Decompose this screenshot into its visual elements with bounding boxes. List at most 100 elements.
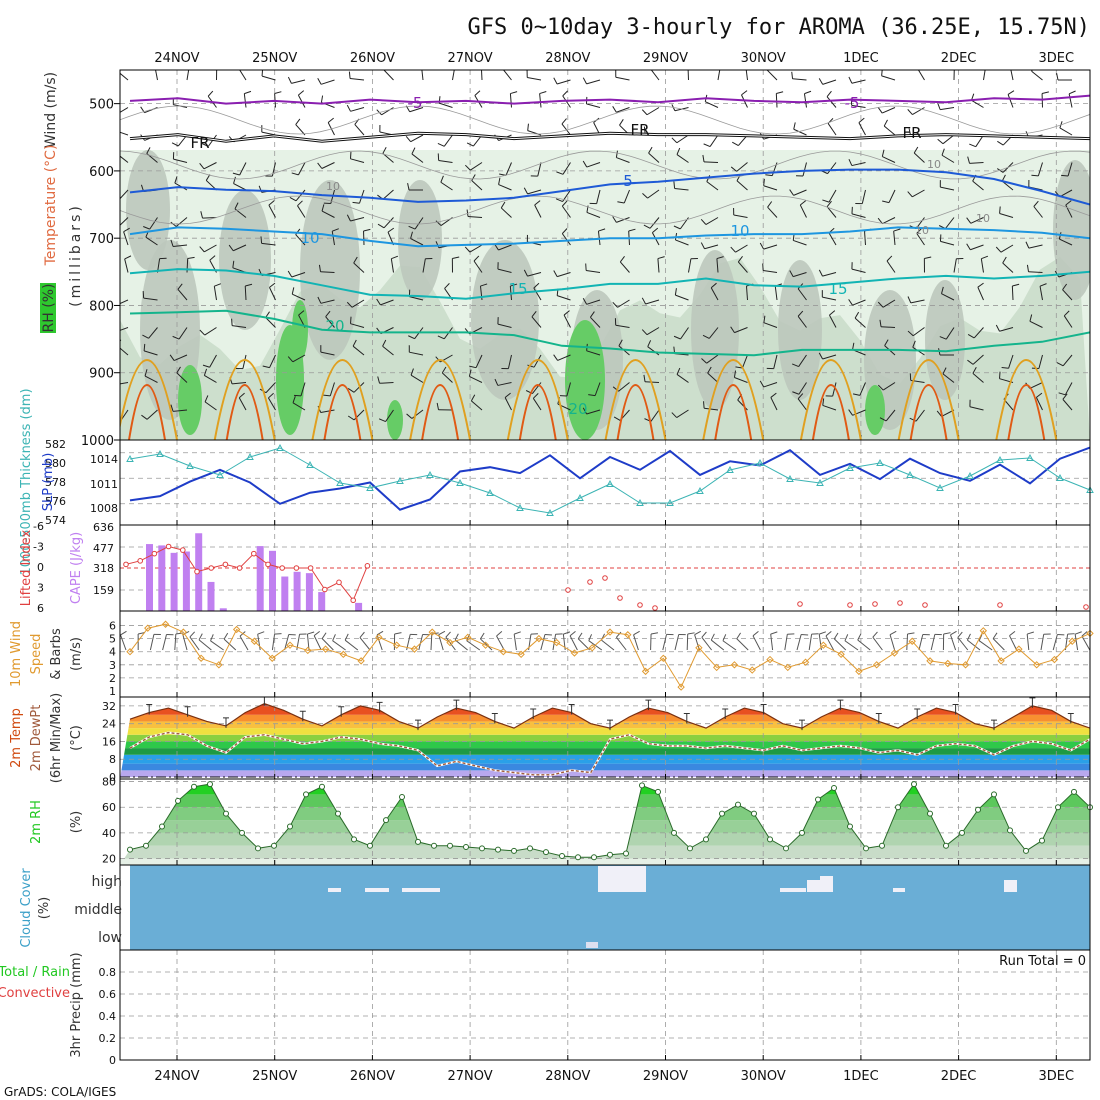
wind-barb	[533, 282, 540, 289]
wind-barb	[532, 398, 542, 411]
wind10-point	[179, 628, 188, 636]
cloud-cell-high	[328, 888, 341, 892]
wind-barb	[803, 93, 807, 108]
wind10-point	[908, 637, 916, 645]
cloud-cell-low	[586, 942, 598, 948]
wind10-barb	[223, 638, 237, 651]
wind10-barb	[513, 634, 517, 651]
wind-barb	[586, 409, 601, 415]
low-contour	[225, 384, 264, 440]
wind-barb	[267, 397, 276, 411]
wind-barb	[641, 329, 648, 336]
wind-barb	[1011, 285, 1014, 301]
wind-barb	[170, 221, 177, 227]
wind-barb	[970, 244, 984, 251]
wind10-point	[979, 627, 988, 635]
wind-barb	[469, 365, 477, 369]
credit-text: GrADS: COLA/IGES	[4, 1085, 116, 1099]
wind-barb	[390, 258, 394, 273]
wind10-barb	[872, 631, 878, 638]
wind10-barb	[930, 634, 936, 651]
wind-barb	[503, 64, 507, 69]
temp-error-bar	[1067, 712, 1074, 724]
low-contour	[714, 384, 753, 440]
wind-barb	[882, 217, 896, 225]
wind-barb	[148, 327, 158, 339]
wind-barb	[804, 90, 812, 95]
wind-barb	[970, 217, 984, 224]
wind-barb	[352, 339, 357, 347]
wind-barb	[380, 299, 394, 306]
wind10-barb	[1009, 630, 1016, 637]
temp-contour-4	[129, 226, 1090, 248]
wind-barb	[586, 270, 601, 273]
wind-barb	[880, 326, 896, 328]
wind-barb	[913, 146, 919, 154]
upper-ytick: 800	[89, 299, 114, 314]
wind10-point	[499, 648, 508, 656]
wind-barb	[582, 297, 588, 305]
li-tick: 0	[37, 561, 44, 574]
wind-barb	[562, 90, 568, 97]
wind-barb	[776, 91, 784, 95]
lifted-point	[180, 547, 186, 553]
wind-barb	[203, 368, 208, 376]
wind-barb	[652, 227, 659, 234]
wind-barb	[123, 227, 130, 233]
wind-barb	[329, 382, 335, 396]
wind-barb	[763, 185, 778, 191]
thickness-point	[336, 478, 344, 486]
slp-tick: 1014	[90, 453, 118, 466]
wind-barb	[792, 78, 807, 81]
wind-barb	[233, 183, 247, 191]
rh-point	[879, 842, 885, 849]
date-label-bottom: 25NOV	[252, 1069, 297, 1084]
thickness-line	[129, 447, 1091, 514]
low-contour	[909, 384, 948, 440]
wind10-barb	[1040, 634, 1045, 651]
wind-barb	[797, 393, 804, 400]
wind-barb	[238, 397, 247, 411]
wind-barb	[673, 335, 681, 340]
wind10-barb	[480, 632, 485, 640]
wind-barb	[421, 64, 428, 66]
wind-barb	[913, 152, 925, 163]
wind10-barb	[1074, 631, 1082, 635]
wind-barb	[320, 95, 324, 103]
wind-barb	[534, 200, 541, 206]
contour-label: -5	[408, 94, 423, 112]
wind-barb	[295, 189, 306, 202]
temp-ylabel-2: 2m DewPt	[29, 705, 44, 772]
wind-barb	[261, 75, 276, 81]
wind-barb	[792, 391, 800, 395]
wind10-barb	[376, 634, 383, 651]
wind-barb	[798, 354, 807, 367]
wind-barb	[377, 223, 385, 229]
wind-barb	[268, 200, 275, 206]
lifted-point	[922, 602, 928, 608]
rh-point	[319, 783, 325, 790]
wind10-barb	[957, 631, 963, 638]
wind-barb	[527, 364, 535, 368]
wind-barb	[770, 392, 777, 398]
cape-bar	[182, 551, 190, 611]
slp-ylabel-left: 1000-500mb Thickness (dm)	[19, 388, 34, 575]
wind-barb	[292, 354, 306, 363]
temp-error-bar	[223, 717, 229, 728]
wind-barb	[797, 315, 807, 328]
wind-barb	[539, 93, 542, 108]
cape-ylabel-right: CAPE (J/kg)	[69, 532, 84, 604]
cape-bar	[207, 581, 215, 611]
rh-point	[767, 836, 773, 843]
wind-barb	[612, 216, 617, 223]
rh-point	[479, 845, 485, 852]
wind10-point	[215, 661, 223, 669]
wind-barb	[213, 286, 217, 301]
wind-barb	[173, 244, 188, 248]
wind-barb	[411, 153, 424, 163]
wind-ylabel-1: 10m Wind	[9, 621, 24, 687]
thickness-tick: 580	[45, 457, 66, 470]
wind10-point	[801, 658, 810, 666]
wind10-point	[232, 625, 241, 634]
date-label-top: 3DEC	[1039, 51, 1075, 66]
